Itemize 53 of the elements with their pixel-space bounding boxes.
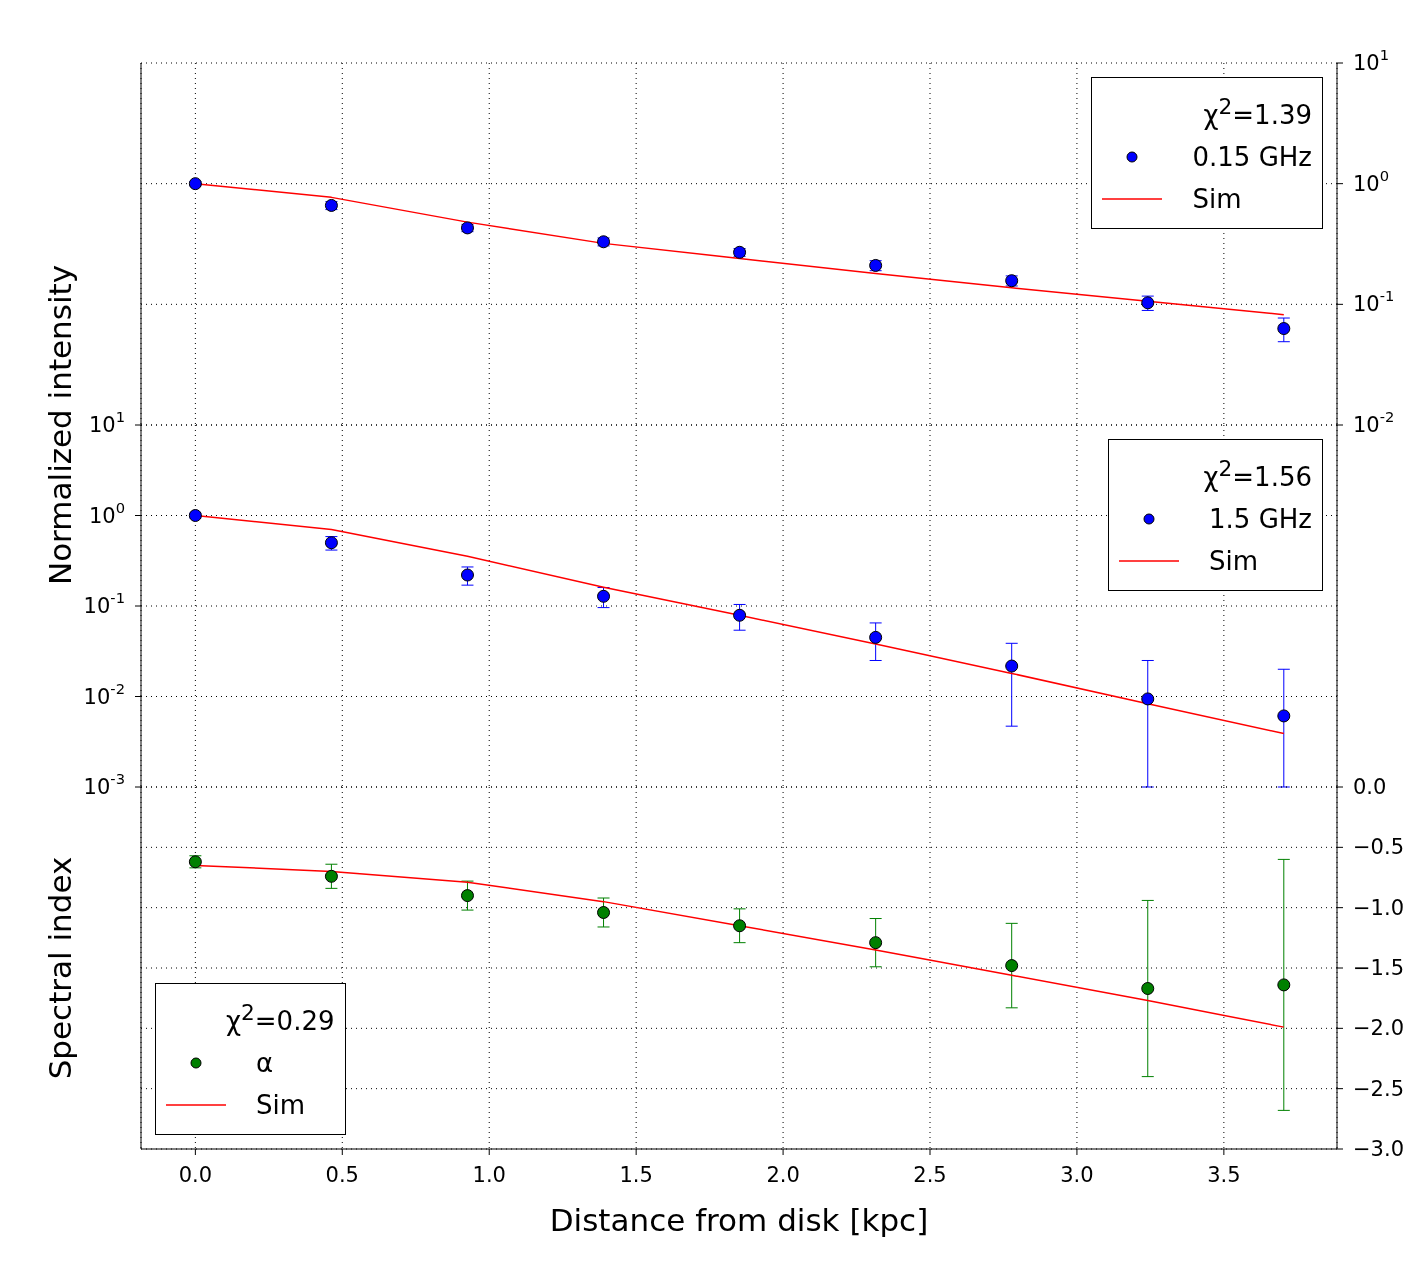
point: [733, 919, 747, 933]
point: [1141, 692, 1155, 706]
point: [1005, 659, 1019, 673]
legend-label: 0.15 GHz: [1192, 140, 1312, 174]
x-tick-label: 0.5: [325, 1163, 359, 1187]
y-tick-label: 10$^{-3}$: [83, 770, 125, 799]
legend-label: Sim: [256, 1089, 306, 1122]
point: [460, 568, 474, 582]
point: [1141, 982, 1155, 996]
y2-tick-label: 10$^{-2}$: [1353, 408, 1395, 437]
y-axis-title: Spectral index: [41, 855, 79, 1082]
point: [869, 630, 883, 644]
y2-tick-label: −1.5: [1353, 956, 1404, 980]
x-tick-label: 2.5: [913, 1163, 947, 1187]
legend-label: Sim: [1192, 182, 1242, 216]
y2-tick-label: 10$^{0}$: [1353, 166, 1390, 196]
legend-title: χ$^{2}$=1.56: [1202, 455, 1312, 494]
y2-tick-label: −0.5: [1353, 835, 1404, 860]
point: [597, 589, 611, 603]
x-tick-label: 3.0: [1060, 1163, 1094, 1187]
point: [324, 869, 338, 883]
point: [733, 608, 747, 622]
x-tick-label: 3.5: [1207, 1163, 1241, 1187]
x-tick-label: 1.0: [472, 1163, 506, 1187]
x-tick-label: 1.5: [619, 1163, 653, 1187]
x-tick-label: 2.0: [766, 1163, 800, 1187]
point: [1277, 709, 1291, 723]
y2-tick-label: −3.0: [1353, 1137, 1404, 1161]
legend-label: α: [256, 1047, 274, 1080]
y2-tick-label: 10$^{-1}$: [1353, 287, 1395, 317]
y2-tick-label: −2.0: [1353, 1016, 1404, 1041]
point: [597, 905, 611, 919]
y2-tick-label: 0.0: [1353, 775, 1387, 799]
y2-tick-label: 10$^{1}$: [1353, 46, 1390, 75]
legend-label: Sim: [1209, 544, 1259, 578]
point: [869, 936, 883, 950]
legend-label: 1.5 GHz: [1209, 502, 1312, 536]
y-tick-label: 10$^{1}$: [88, 408, 125, 437]
point: [1005, 959, 1019, 973]
x-axis-title: Distance from disk [kpc]: [549, 1202, 929, 1238]
y-tick-label: 10$^{-1}$: [83, 589, 125, 618]
point: [1277, 322, 1291, 336]
y2-tick-label: −2.5: [1353, 1076, 1404, 1101]
point: [188, 177, 202, 191]
y2-tick-label: −1.0: [1353, 895, 1404, 920]
y-tick-label: 10$^{0}$: [88, 498, 125, 528]
legend-title: χ$^{2}$=1.39: [1202, 93, 1312, 132]
point: [1277, 978, 1291, 992]
y-tick-label: 10$^{-2}$: [83, 679, 125, 709]
legend-title: χ$^{2}$=0.29: [225, 999, 335, 1038]
point: [460, 889, 474, 903]
x-tick-label: 0.0: [178, 1163, 213, 1187]
y-axis-title: Normalized intensity: [41, 263, 79, 588]
